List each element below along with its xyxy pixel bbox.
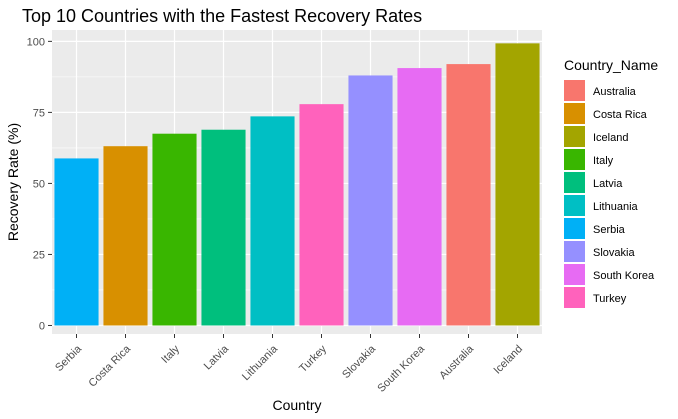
legend-swatch [564, 241, 585, 262]
legend-label: Iceland [593, 132, 628, 144]
y-tick-label: 0 [39, 320, 45, 332]
y-tick-label: 100 [27, 36, 45, 48]
legend-label: Lithuania [593, 201, 639, 213]
bar-south-korea [397, 68, 442, 326]
legend-swatch [564, 195, 585, 216]
x-tick-label: Turkey [297, 343, 329, 375]
bar-serbia [54, 158, 99, 326]
legend-swatch [564, 172, 585, 193]
legend-label: Italy [593, 155, 614, 167]
x-tick-label: Serbia [53, 342, 85, 374]
y-tick-label: 50 [33, 178, 45, 190]
x-tick-label: Iceland [491, 343, 525, 377]
legend-swatch [564, 103, 585, 124]
y-tick-label: 75 [33, 107, 45, 119]
x-axis-ticks: Serbia Costa Rica Italy Latvia Lithuania Turk… [53, 334, 525, 395]
y-axis-title: Recovery Rate (%) [5, 123, 21, 241]
bar-turkey [299, 104, 344, 326]
x-tick-label: Australia [437, 342, 476, 381]
legend: Country_Name Australia Costa Rica Iceland I… [564, 57, 658, 308]
legend-title: Country_Name [564, 57, 658, 73]
legend-label: Latvia [593, 178, 623, 190]
x-tick-label: Lithuania [240, 342, 281, 383]
chart-title: Top 10 Countries with the Fastest Recove… [22, 6, 422, 26]
bar-iceland [495, 43, 540, 326]
x-tick-label: Costa Rica [87, 342, 134, 389]
x-tick-label: Latvia [202, 342, 232, 372]
bar-costa-rica [103, 146, 148, 326]
x-tick-label: Italy [159, 343, 182, 366]
bar-australia [446, 64, 491, 326]
legend-label: Slovakia [593, 247, 635, 259]
bars [54, 43, 540, 326]
x-tick-label: South Korea [375, 342, 427, 394]
legend-items: Australia Costa Rica Iceland Italy Latvia Lit… [564, 80, 655, 308]
y-axis-ticks: 0 25 50 75 100 [27, 36, 52, 332]
legend-swatch [564, 126, 585, 147]
legend-label: South Korea [593, 270, 655, 282]
bar-italy [152, 133, 197, 326]
bar-lithuania [250, 116, 295, 326]
legend-swatch [564, 80, 585, 101]
legend-swatch [564, 149, 585, 170]
x-tick-label: Slovakia [340, 342, 379, 381]
legend-swatch [564, 218, 585, 239]
legend-swatch [564, 264, 585, 285]
bar-slovakia [348, 75, 393, 326]
legend-label: Serbia [593, 224, 626, 236]
bar-latvia [201, 129, 246, 326]
y-tick-label: 25 [33, 249, 45, 261]
legend-label: Turkey [593, 293, 627, 305]
x-axis-title: Country [272, 397, 321, 413]
legend-label: Australia [593, 86, 637, 98]
legend-swatch [564, 287, 585, 308]
legend-label: Costa Rica [593, 109, 648, 121]
